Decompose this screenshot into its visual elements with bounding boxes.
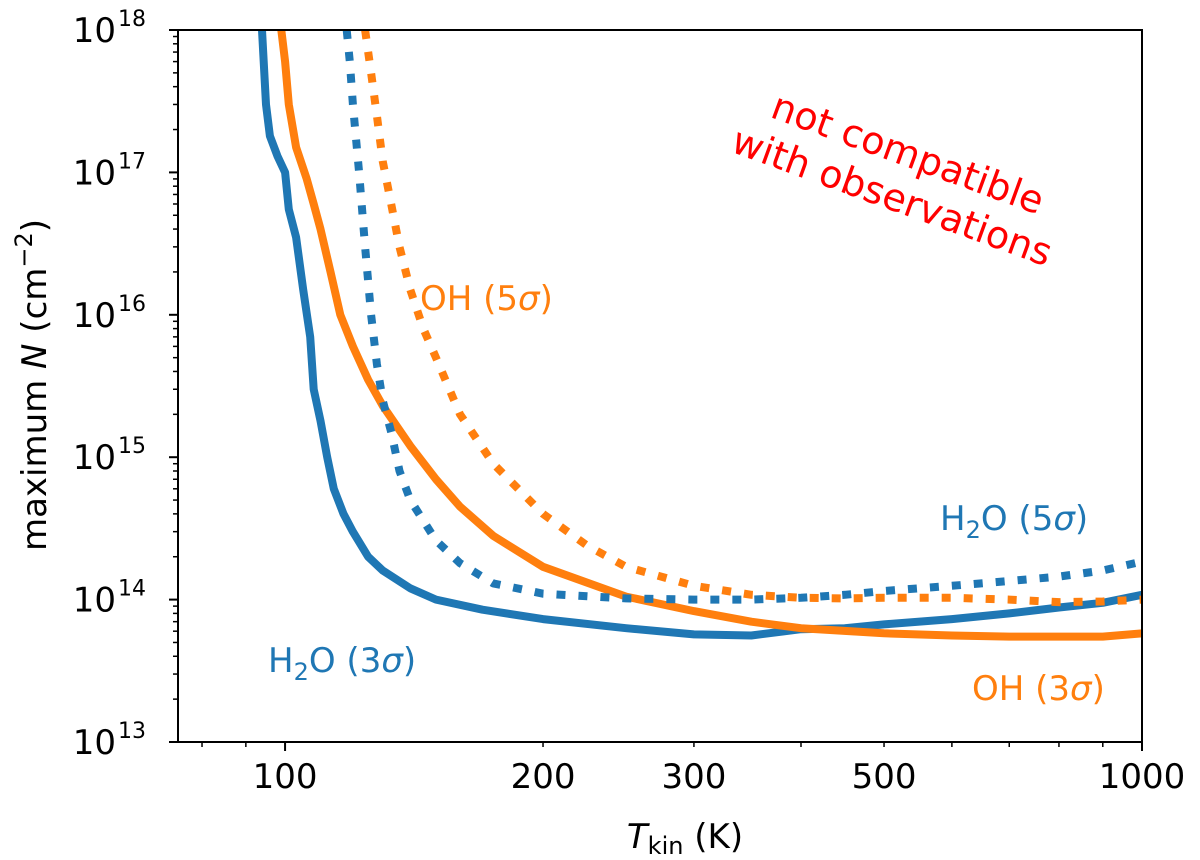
y-tick-exponent: 14 — [118, 577, 146, 602]
y-tick-exponent: 13 — [118, 719, 146, 744]
x-tick-label: 500 — [852, 757, 917, 797]
y-tick-label: 10 — [73, 153, 116, 193]
y-tick-exponent: 15 — [118, 434, 146, 459]
x-tick-label: 100 — [253, 757, 318, 797]
y-tick-label: 10 — [73, 438, 116, 478]
y-tick-exponent: 16 — [118, 292, 146, 317]
y-tick-label: 10 — [73, 296, 116, 336]
series-line-h2o-3sigma — [258, 30, 1142, 640]
series-line-oh-3sigma — [277, 30, 1142, 641]
x-tick-label: 1000 — [1099, 757, 1186, 797]
x-axis-ticks: 100 200 300 500 1000 — [201, 742, 1186, 797]
series-line-h2o-5sigma — [342, 30, 1142, 604]
oh-5sigma-label: OH (5σ) — [420, 279, 553, 319]
series-line-oh-5sigma — [361, 30, 1142, 607]
x-tick-label: 300 — [661, 757, 726, 797]
h2o-3sigma-label: H2O (3σ) — [268, 641, 416, 686]
incompatibility-note: not compatible with observations — [726, 84, 1058, 275]
x-axis-label: Tkin (K) — [627, 817, 743, 860]
y-tick-label: 10 — [73, 581, 116, 621]
y-tick-label: 10 — [73, 11, 116, 51]
h2o-5sigma-label: H2O (5σ) — [940, 499, 1088, 544]
y-tick-exponent: 18 — [118, 7, 146, 32]
oh-3sigma-label: OH (3σ) — [972, 669, 1105, 709]
x-tick-label: 200 — [511, 757, 576, 797]
y-axis-label: maximum N (cm−2) — [10, 219, 55, 551]
y-tick-exponent: 17 — [118, 149, 146, 174]
series-layer — [258, 30, 1142, 641]
plot-frame — [177, 29, 1143, 743]
y-tick-label: 10 — [73, 723, 116, 763]
